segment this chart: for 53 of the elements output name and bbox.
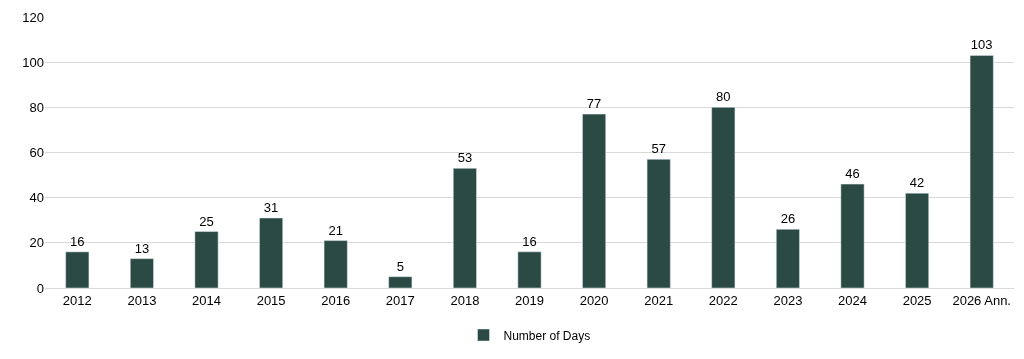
bar [323, 240, 348, 288]
x-tick-label: 2017 [385, 292, 415, 308]
x-tick-label: 2021 [644, 292, 674, 308]
bar [646, 159, 671, 288]
data-label: 5 [396, 258, 404, 274]
data-label: 13 [134, 240, 150, 256]
bar [840, 183, 865, 288]
bar [130, 258, 154, 288]
x-tick-label: 2019 [515, 292, 544, 308]
legend-label: Number of Days [503, 328, 591, 343]
x-tick-label: 2015 [256, 292, 286, 308]
bar [194, 231, 219, 288]
y-tick-label: 60 [29, 145, 44, 161]
x-tick-label: 2022 [708, 292, 738, 308]
y-tick-label: 20 [29, 235, 44, 251]
bar [388, 276, 413, 288]
bar [969, 55, 994, 288]
x-tick-label: 2020 [579, 292, 609, 308]
x-tick-label: 2016 [321, 292, 351, 308]
bar [517, 251, 542, 288]
bar [65, 251, 90, 288]
y-tick-label: 100 [22, 54, 44, 70]
bar [582, 113, 606, 288]
data-label: 57 [651, 141, 666, 157]
x-tick-label: 2023 [773, 292, 803, 308]
x-tick-label: 2026 Ann. [952, 292, 1011, 308]
bar [453, 168, 477, 288]
x-tick-label: 2013 [127, 292, 157, 308]
data-label: 80 [716, 89, 731, 105]
data-label: 103 [970, 37, 993, 53]
data-label: 42 [909, 175, 925, 191]
bar [259, 217, 283, 288]
bar [711, 107, 736, 288]
data-label: 21 [328, 222, 343, 238]
data-label: 16 [70, 233, 85, 249]
x-tick-label: 2025 [902, 292, 932, 308]
y-tick-label: 80 [29, 99, 44, 115]
data-label: 26 [780, 211, 796, 227]
y-tick-label: 120 [22, 9, 44, 25]
data-label: 53 [457, 150, 473, 166]
data-label: 77 [586, 96, 602, 112]
data-label: 16 [522, 233, 537, 249]
bar [776, 229, 800, 288]
x-tick-label: 2018 [450, 292, 480, 308]
data-label: 31 [263, 199, 279, 215]
x-tick-label: 2014 [192, 292, 221, 308]
y-tick-label: 40 [29, 190, 44, 206]
x-tick-label: 2012 [62, 292, 92, 308]
data-label: 25 [199, 213, 214, 229]
bar [905, 192, 929, 288]
data-label: 46 [845, 166, 860, 182]
x-tick-label: 2024 [838, 292, 867, 308]
y-tick-label: 0 [36, 280, 44, 296]
